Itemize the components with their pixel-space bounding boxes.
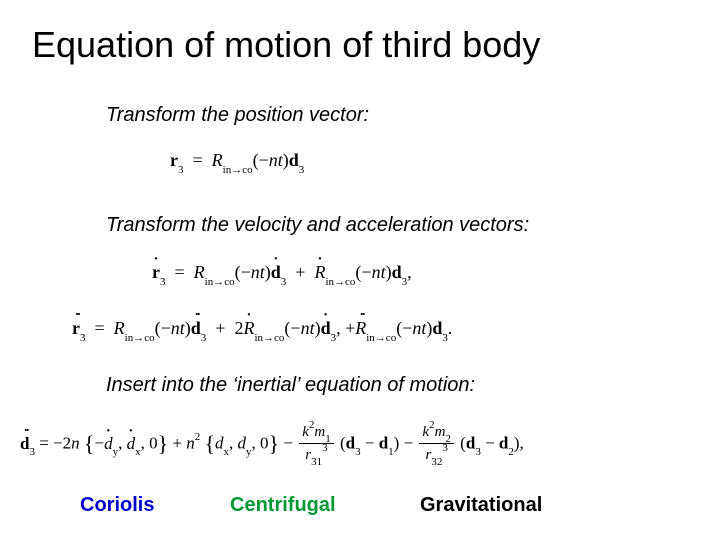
eq-acceleration: r3 = Rin→co(−nt)d3 + 2Rin→co(−nt)d3, +Ri… bbox=[72, 318, 452, 342]
eq-final: d3 = −2n {−dy, dx, 0} + n2 {dx, dy, 0} −… bbox=[20, 422, 524, 467]
eq-velocity: r3 = Rin→co(−nt)d3 + Rin→co(−nt)d3, bbox=[152, 262, 412, 286]
label-coriolis-text: Coriolis bbox=[80, 494, 154, 516]
label-centrifugal: Centrifugal bbox=[230, 494, 336, 517]
text-transform-velocity: Transform the velocity and acceleration … bbox=[106, 214, 529, 237]
label-centrifugal-text: Centrifugal bbox=[230, 494, 336, 516]
label-gravitational-text: Gravitational bbox=[420, 494, 542, 516]
slide: Equation of motion of third body Transfo… bbox=[0, 0, 720, 540]
eq-position: r3 = Rin→co(−nt)d3 bbox=[170, 150, 304, 174]
text-insert-inertial: Insert into the ‘inertial’ equation of m… bbox=[106, 374, 475, 397]
page-title: Equation of motion of third body bbox=[32, 24, 540, 66]
label-gravitational: Gravitational bbox=[420, 494, 542, 517]
label-coriolis: Coriolis bbox=[80, 494, 154, 517]
text-transform-position: Transform the position vector: bbox=[106, 104, 369, 127]
